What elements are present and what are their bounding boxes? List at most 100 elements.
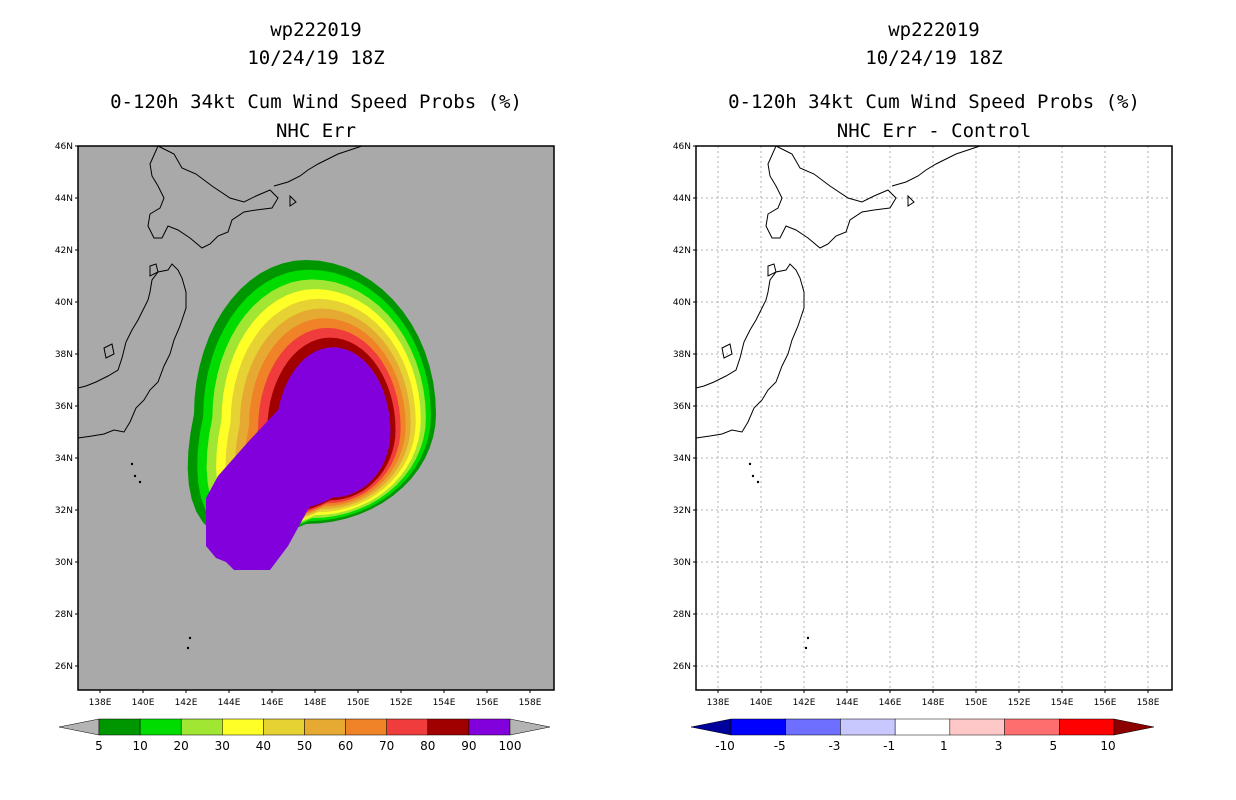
graticule (696, 145, 1172, 690)
colorbar-segment (1059, 718, 1115, 736)
lat-tick-label: 32N (55, 506, 73, 516)
lon-tick-label: 154E (433, 698, 456, 708)
colorbar-segment (785, 718, 841, 736)
probability-contours (187, 260, 436, 570)
lon-tick-label: 150E (347, 698, 370, 708)
colorbar-over (509, 718, 551, 736)
colorbar-label: 20 (174, 739, 189, 753)
lat-tick-label: 26N (55, 662, 73, 672)
lat-tick-label: 30N (55, 558, 73, 568)
colorbar-segment (427, 718, 470, 736)
colorbar-label: 5 (1049, 739, 1057, 753)
lat-tick-label: 28N (55, 610, 73, 620)
lat-tick-label: 38N (55, 350, 73, 360)
lon-tick-label: 144E (218, 698, 241, 708)
colorbar-label: 30 (215, 739, 230, 753)
colorbar-segment (1004, 718, 1060, 736)
colorbar-segment (180, 718, 223, 736)
lon-tick-label: 140E (750, 698, 773, 708)
colorbar-label: 3 (995, 739, 1003, 753)
colorbar-segment (840, 718, 896, 736)
lat-tick-label: 40N (55, 298, 73, 308)
lat-tick-label: 26N (673, 662, 691, 672)
colorbar-label: 40 (256, 739, 271, 753)
colorbar-segment (139, 718, 182, 736)
lon-tick-label: 146E (261, 698, 284, 708)
right-colorbar: -10 -5 -3 -1 1 3 5 10 (690, 718, 1155, 753)
lon-tick-label: 144E (836, 698, 859, 708)
lat-tick-label: 28N (673, 610, 691, 620)
left-product-title: 0-120h 34kt Cum Wind Speed Probs (%) (110, 91, 522, 113)
lat-tick-label: 36N (673, 402, 691, 412)
lat-tick-label: 44N (673, 194, 691, 204)
colorbar-label: 50 (297, 739, 312, 753)
colorbar-label: -10 (715, 739, 735, 753)
lon-tick-label: 138E (707, 698, 730, 708)
lat-tick-label: 40N (673, 298, 691, 308)
lon-tick-label: 140E (132, 698, 155, 708)
lat-tick-label: 34N (673, 454, 691, 464)
left-storm-id: wp222019 (270, 19, 362, 41)
left-map-plot (77, 145, 555, 691)
lon-tick-label: 152E (1008, 698, 1031, 708)
lat-tick-label: 46N (55, 142, 73, 152)
colorbar-label: 70 (379, 739, 394, 753)
left-subtitle: NHC Err (275, 120, 357, 142)
colorbar-segment (98, 718, 141, 736)
left-datetime: 10/24/19 18Z (247, 47, 385, 69)
lat-tick-label: 34N (55, 454, 73, 464)
right-map-plot (695, 145, 1173, 691)
lon-tick-label: 148E (922, 698, 945, 708)
lon-tick-label: 158E (1137, 698, 1160, 708)
colorbar-label: -1 (883, 739, 895, 753)
lon-tick-label: 148E (304, 698, 327, 708)
lat-tick-label: 46N (673, 142, 691, 152)
lon-tick-label: 150E (965, 698, 988, 708)
colorbar-segment (345, 718, 387, 736)
colorbar-label: 80 (420, 739, 435, 753)
colorbar-segment (949, 718, 1005, 736)
colorbar-segment (730, 718, 786, 736)
colorbar-segment (263, 718, 305, 736)
lon-tick-label: 142E (175, 698, 198, 708)
lon-tick-label: 154E (1051, 698, 1074, 708)
axis-labels: 46N 44N 42N 40N 38N 36N 34N 32N 30N 28N 26N 138E 140… (55, 142, 1160, 708)
left-colorbar: 5 10 20 30 40 50 60 70 80 90 100 (58, 718, 551, 753)
lat-tick-label: 42N (673, 246, 691, 256)
right-product-title: 0-120h 34kt Cum Wind Speed Probs (%) (728, 91, 1140, 113)
colorbar-label: -3 (828, 739, 840, 753)
lat-tick-label: 32N (673, 506, 691, 516)
lon-tick-label: 138E (89, 698, 112, 708)
colorbar-over (1113, 718, 1155, 736)
lon-tick-label: 152E (390, 698, 413, 708)
colorbar-segment (386, 718, 429, 736)
lon-tick-label: 158E (519, 698, 542, 708)
colorbar-segment (468, 718, 511, 736)
colorbar-label: 60 (338, 739, 353, 753)
colorbar-segment (222, 718, 264, 736)
colorbar-label: 90 (461, 739, 476, 753)
lon-tick-label: 156E (1094, 698, 1117, 708)
lat-tick-label: 30N (673, 558, 691, 568)
colorbar-label: -5 (774, 739, 786, 753)
lat-tick-label: 36N (55, 402, 73, 412)
lon-tick-label: 156E (476, 698, 499, 708)
lon-tick-label: 142E (793, 698, 816, 708)
lon-tick-label: 146E (879, 698, 902, 708)
colorbar-label: 100 (499, 739, 522, 753)
colorbar-label: 5 (95, 739, 103, 753)
prob-contour-core (206, 370, 336, 570)
lat-tick-label: 38N (673, 350, 691, 360)
colorbar-label: 10 (132, 739, 147, 753)
lat-tick-label: 42N (55, 246, 73, 256)
colorbar-segment (304, 718, 346, 736)
colorbar-under (690, 718, 732, 736)
right-storm-id: wp222019 (888, 19, 980, 41)
colorbar-label: 1 (940, 739, 948, 753)
right-map-background (696, 146, 1172, 690)
lat-tick-label: 44N (55, 194, 73, 204)
right-datetime: 10/24/19 18Z (865, 47, 1003, 69)
right-subtitle: NHC Err - Control (836, 120, 1032, 142)
colorbar-label: 10 (1100, 739, 1115, 753)
